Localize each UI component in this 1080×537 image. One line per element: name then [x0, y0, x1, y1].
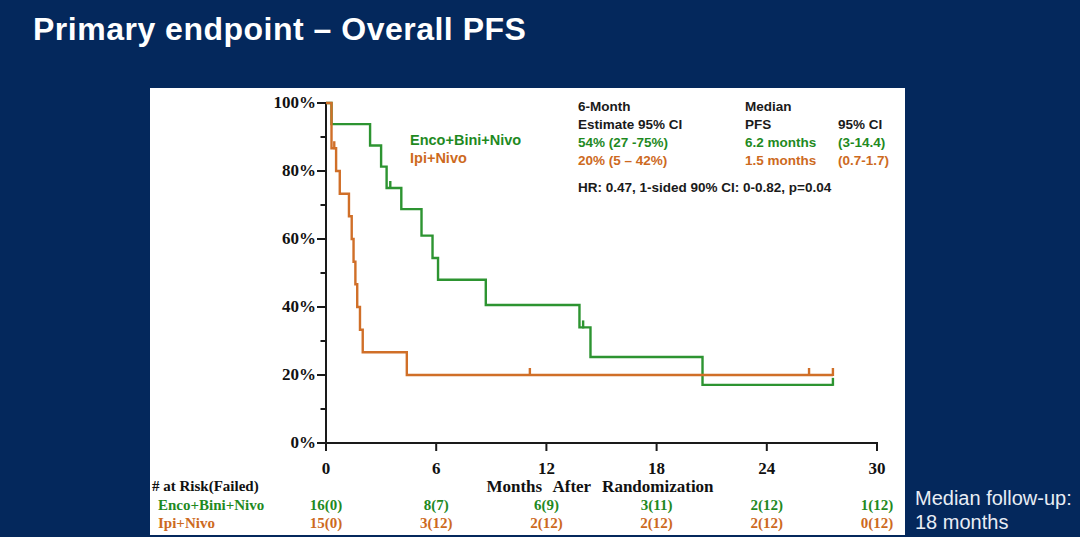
- risk-value: 8(7): [401, 497, 471, 514]
- y-tick-label: 20%: [246, 365, 316, 385]
- x-tick-label: 12: [516, 459, 576, 479]
- risk-row-label: Enco+Bini+Nivo: [158, 497, 264, 514]
- median-followup-line1: Median follow-up:: [915, 486, 1072, 510]
- y-tick-label: 40%: [246, 297, 316, 317]
- stats-header-pfs: PFS: [745, 117, 771, 132]
- risk-row-label: Ipi+Nivo: [158, 515, 215, 532]
- slide: { "title": "Primary endpoint – Overall P…: [0, 0, 1080, 537]
- x-axis-title: Months After Randomization: [486, 477, 713, 497]
- legend-item-enco-bini-nivo: Enco+Bini+Nivo: [410, 131, 521, 149]
- x-tick-label: 6: [406, 459, 466, 479]
- stats-orange-estimate: 20% (5 – 42%): [578, 153, 667, 168]
- x-tick-label: 30: [847, 459, 907, 479]
- stats-green-ci: (3-14.4): [838, 135, 885, 150]
- y-tick-label: 0%: [246, 433, 316, 453]
- risk-value: 15(0): [291, 515, 361, 532]
- risk-value: 16(0): [291, 497, 361, 514]
- risk-value: 3(12): [401, 515, 471, 532]
- stats-header-ci: 95% CI: [838, 117, 882, 132]
- risk-table-header: # at Risk(Failed): [152, 478, 259, 495]
- risk-value: 2(12): [732, 497, 802, 514]
- risk-value: 2(12): [511, 515, 581, 532]
- stats-header-estimate: Estimate 95% CI: [578, 117, 682, 132]
- risk-value: 6(9): [511, 497, 581, 514]
- stats-hr-line: HR: 0.47, 1-sided 90% CI: 0-0.82, p=0.04: [578, 180, 831, 195]
- y-tick-label: 60%: [246, 229, 316, 249]
- stats-header-6month: 6-Month: [578, 99, 630, 114]
- y-tick-label: 80%: [246, 161, 316, 181]
- risk-value: 3(11): [622, 497, 692, 514]
- x-tick-label: 24: [737, 459, 797, 479]
- x-tick-label: 0: [296, 459, 356, 479]
- stats-green-median: 6.2 months: [745, 135, 816, 150]
- risk-value: 1(12): [842, 497, 912, 514]
- legend-item-ipi-nivo: Ipi+Nivo: [410, 149, 467, 167]
- stats-orange-ci: (0.7-1.7): [838, 153, 889, 168]
- risk-value: 2(12): [622, 515, 692, 532]
- risk-value: 0(12): [842, 515, 912, 532]
- stats-green-estimate: 54% (27 -75%): [578, 135, 668, 150]
- y-tick-label: 100%: [246, 93, 316, 113]
- x-tick-label: 18: [627, 459, 687, 479]
- page-title: Primary endpoint – Overall PFS: [33, 11, 526, 48]
- risk-value: 2(12): [732, 515, 802, 532]
- median-followup-note: Median follow-up: 18 months: [915, 486, 1072, 534]
- stats-header-median: Median: [745, 99, 792, 114]
- median-followup-line2: 18 months: [915, 510, 1072, 534]
- stats-orange-median: 1.5 months: [745, 153, 816, 168]
